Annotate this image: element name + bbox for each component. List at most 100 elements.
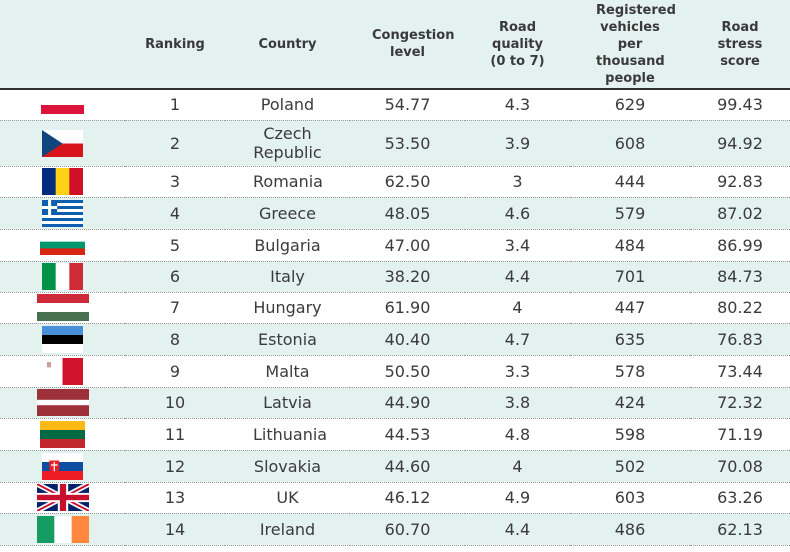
congestion-cell: 54.77: [350, 89, 465, 121]
ranking-cell: 10: [125, 387, 225, 419]
table-row: 14 Ireland 60.70 4.4 486 62.13: [0, 513, 790, 546]
congestion-cell: 60.70: [350, 513, 465, 546]
flag-cell: [0, 482, 125, 514]
country-cell: Romania: [225, 166, 350, 198]
ranking-cell: 11: [125, 418, 225, 451]
country-cell: Latvia: [225, 387, 350, 419]
country-cell: Hungary: [225, 292, 350, 324]
ranking-cell: 3: [125, 166, 225, 198]
slovakia-flag-icon: [42, 452, 83, 480]
score-cell: 76.83: [690, 323, 790, 356]
congestion-cell: 44.90: [350, 387, 465, 419]
vehicles-cell: 603: [570, 482, 690, 514]
score-cell: 99.43: [690, 89, 790, 121]
road-quality-cell: 4.7: [465, 323, 570, 356]
road-quality-cell: 3.3: [465, 355, 570, 388]
country-cell: Poland: [225, 89, 350, 121]
table-row: 2 Czech Republic 53.50 3.9 608 94.92: [0, 120, 790, 167]
country-cell: Greece: [225, 197, 350, 230]
bulgaria-flag-icon: [40, 235, 85, 255]
score-cell: 62.13: [690, 513, 790, 546]
road-quality-cell: 3: [465, 166, 570, 198]
congestion-cell: 50.50: [350, 355, 465, 388]
congestion-cell: 38.20: [350, 261, 465, 293]
vehicles-cell: 502: [570, 450, 690, 483]
ireland-flag-icon: [36, 515, 89, 543]
greece-flag-icon: [42, 199, 83, 227]
flag-cell: [0, 450, 125, 483]
romania-flag-icon: [42, 168, 83, 195]
ranking-cell: 6: [125, 261, 225, 293]
road-quality-cell: 3.8: [465, 387, 570, 419]
table-row: 9 Malta 50.50 3.3 578 73.44: [0, 355, 790, 388]
flag-cell: [0, 292, 125, 324]
flag-cell: [0, 166, 125, 198]
vehicles-cell: 486: [570, 513, 690, 546]
table-row: 12 Slovakia 44.60 4 502 70.08: [0, 450, 790, 483]
congestion-cell: 48.05: [350, 197, 465, 230]
road-quality-cell: 4.4: [465, 261, 570, 293]
ranking-cell: 7: [125, 292, 225, 324]
road-quality-cell: 3.4: [465, 229, 570, 262]
flag-cell: [0, 387, 125, 419]
flag-cell: [0, 120, 125, 167]
vehicles-cell: 629: [570, 89, 690, 121]
ranking-cell: 9: [125, 355, 225, 388]
country-cell: UK: [225, 482, 350, 514]
congestion-cell: 53.50: [350, 120, 465, 167]
table-row: 7 Hungary 61.90 4 447 80.22: [0, 292, 790, 324]
country-cell: Lithuania: [225, 418, 350, 451]
score-cell: 87.02: [690, 197, 790, 230]
vehicles-cell: 424: [570, 387, 690, 419]
header-ranking: Ranking: [125, 0, 225, 90]
ranking-cell: 14: [125, 513, 225, 546]
flag-cell: [0, 323, 125, 356]
header-flag: [0, 0, 125, 90]
road-quality-cell: 4.4: [465, 513, 570, 546]
vehicles-cell: 701: [570, 261, 690, 293]
uk-flag-icon: [36, 484, 89, 511]
table-row: 8 Estonia 40.40 4.7 635 76.83: [0, 323, 790, 356]
score-cell: 92.83: [690, 166, 790, 198]
score-cell: 84.73: [690, 261, 790, 293]
congestion-cell: 44.53: [350, 418, 465, 451]
ranking-cell: 8: [125, 323, 225, 356]
table-row: 13 UK 46.12 4.9 603 63.26: [0, 482, 790, 514]
vehicles-cell: 598: [570, 418, 690, 451]
road-quality-cell: 4: [465, 292, 570, 324]
road-quality-cell: 4.3: [465, 89, 570, 121]
header-country: Country: [225, 0, 350, 90]
ranking-cell: 5: [125, 229, 225, 262]
header-road-quality: Road quality (0 to 7): [465, 0, 570, 90]
czech-flag-icon: [42, 129, 83, 157]
ranking-cell: 1: [125, 89, 225, 121]
poland-flag-icon: [41, 95, 84, 114]
road-quality-cell: 3.9: [465, 120, 570, 167]
table-row: 10 Latvia 44.90 3.8 424 72.32: [0, 387, 790, 419]
hungary-flag-icon: [36, 294, 89, 321]
country-cell: Malta: [225, 355, 350, 388]
country-cell: Italy: [225, 261, 350, 293]
table-row: 6 Italy 38.20 4.4 701 84.73: [0, 261, 790, 293]
flag-cell: [0, 418, 125, 451]
road-quality-cell: 4.9: [465, 482, 570, 514]
table-row: 1 Poland 54.77 4.3 629 99.43: [0, 89, 790, 121]
road-quality-cell: 4.6: [465, 197, 570, 230]
vehicles-cell: 608: [570, 120, 690, 167]
ranking-cell: 2: [125, 120, 225, 167]
table-row: 11 Lithuania 44.53 4.8 598 71.19: [0, 418, 790, 451]
flag-cell: [0, 89, 125, 121]
congestion-cell: 61.90: [350, 292, 465, 324]
score-cell: 73.44: [690, 355, 790, 388]
flag-cell: [0, 513, 125, 546]
lithuania-flag-icon: [40, 420, 85, 448]
country-cell: Estonia: [225, 323, 350, 356]
congestion-cell: 47.00: [350, 229, 465, 262]
flag-cell: [0, 229, 125, 262]
road-quality-cell: 4: [465, 450, 570, 483]
table-row: 3 Romania 62.50 3 444 92.83: [0, 166, 790, 198]
vehicles-cell: 635: [570, 323, 690, 356]
ranking-cell: 4: [125, 197, 225, 230]
ranking-cell: 13: [125, 482, 225, 514]
